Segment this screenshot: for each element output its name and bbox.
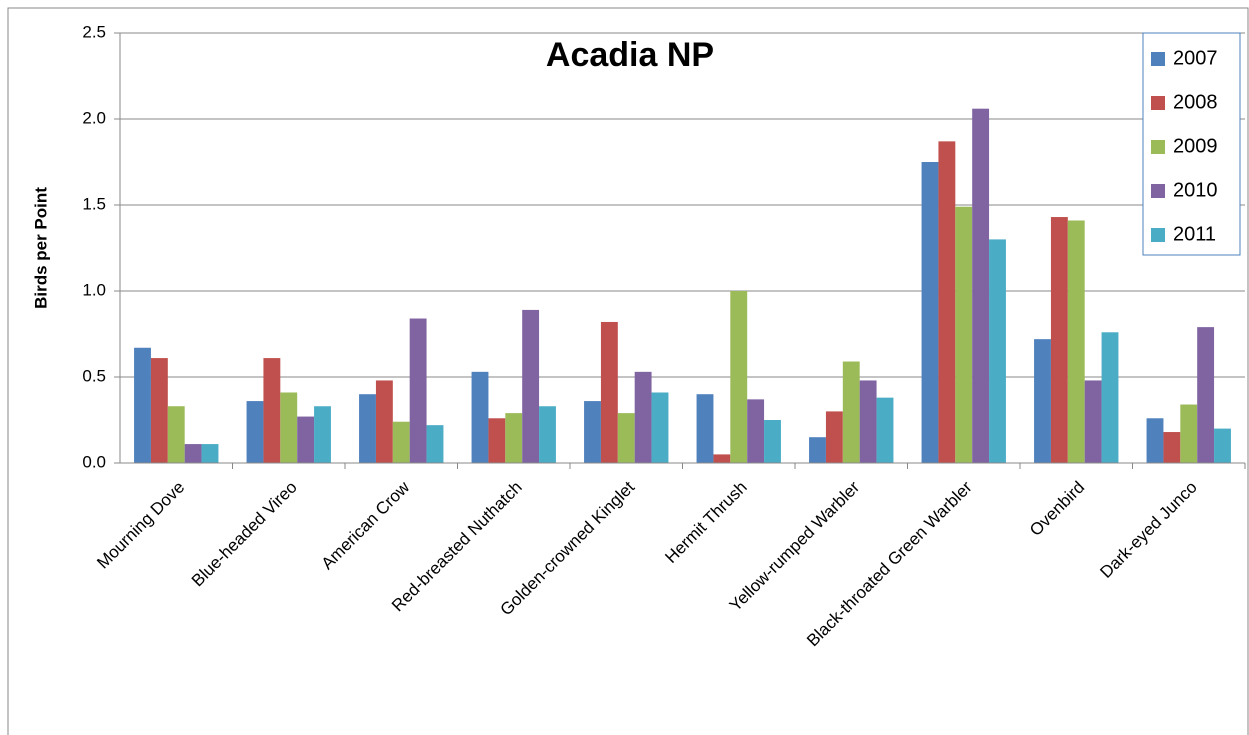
bar xyxy=(859,380,877,463)
bar xyxy=(600,321,618,463)
legend-label: 2008 xyxy=(1173,91,1218,113)
bar xyxy=(938,141,956,464)
x-tick-label: Red-breasted Nuthatch xyxy=(388,478,526,616)
legend-swatch xyxy=(1151,184,1165,198)
x-tick-label: Yellow-rumped Warbler xyxy=(726,477,864,615)
bar xyxy=(375,380,393,463)
legend-label: 2011 xyxy=(1173,223,1216,245)
bar xyxy=(921,162,939,463)
bar xyxy=(1101,332,1119,463)
bar xyxy=(1163,432,1181,463)
bar xyxy=(842,361,860,463)
bar xyxy=(263,358,281,463)
y-tick-label: 1.0 xyxy=(82,280,106,299)
bar xyxy=(764,420,781,463)
bar xyxy=(696,394,714,463)
bar xyxy=(1214,428,1231,463)
legend-swatch xyxy=(1151,228,1165,242)
bar xyxy=(426,425,444,463)
legend-swatch xyxy=(1151,140,1165,154)
bar xyxy=(505,413,523,463)
y-tick-label: 1.5 xyxy=(82,194,106,213)
bar xyxy=(280,392,298,463)
x-tick-label: Dark-eyed Junco xyxy=(1096,478,1200,582)
x-tick-label: Mourning Dove xyxy=(93,478,188,573)
y-tick-label: 2.0 xyxy=(82,108,106,127)
x-tick-label: Hermit Thrush xyxy=(661,478,750,567)
legend-label: 2010 xyxy=(1173,179,1218,201)
bar xyxy=(1084,380,1102,463)
bar xyxy=(651,392,669,463)
bar xyxy=(955,206,973,463)
legend-swatch xyxy=(1151,96,1165,110)
bar xyxy=(1067,220,1085,463)
bar xyxy=(1180,404,1198,463)
bar xyxy=(713,454,731,463)
bar xyxy=(634,371,652,463)
bar xyxy=(134,347,151,463)
bar xyxy=(1197,327,1215,463)
bar xyxy=(359,394,376,463)
bar xyxy=(471,371,489,463)
bar xyxy=(297,416,315,463)
x-tick-label: Ovenbird xyxy=(1026,478,1088,540)
legend-swatch xyxy=(1151,52,1165,66)
x-tick-label: American Crow xyxy=(318,477,414,573)
bar xyxy=(1050,217,1068,463)
bar xyxy=(989,239,1006,463)
bar xyxy=(314,406,331,463)
bar xyxy=(1146,418,1164,463)
bar xyxy=(392,421,410,463)
bar xyxy=(150,358,168,463)
y-tick-label: 0.5 xyxy=(82,366,106,385)
chart-title: Acadia NP xyxy=(546,36,714,74)
x-tick-label: Blue-headed Vireo xyxy=(188,478,301,591)
bar xyxy=(809,437,826,463)
y-axis-label: Birds per Point xyxy=(31,187,50,309)
bar xyxy=(584,401,601,463)
bar xyxy=(167,406,185,463)
bar xyxy=(539,406,556,463)
bar xyxy=(617,413,635,463)
bar xyxy=(1034,339,1051,463)
bar xyxy=(825,411,843,463)
legend-label: 2007 xyxy=(1173,47,1218,69)
bar xyxy=(201,444,219,463)
bar xyxy=(522,309,540,463)
bar xyxy=(747,399,765,463)
bar xyxy=(184,444,202,463)
bar xyxy=(876,397,894,463)
bar xyxy=(730,291,748,463)
bar xyxy=(488,418,506,463)
bar xyxy=(972,108,990,464)
y-tick-label: 0.0 xyxy=(82,452,106,471)
y-tick-label: 2.5 xyxy=(82,22,106,41)
bar xyxy=(409,318,427,463)
legend-label: 2009 xyxy=(1173,135,1218,157)
chart-border xyxy=(7,7,1249,735)
bar xyxy=(246,401,264,463)
